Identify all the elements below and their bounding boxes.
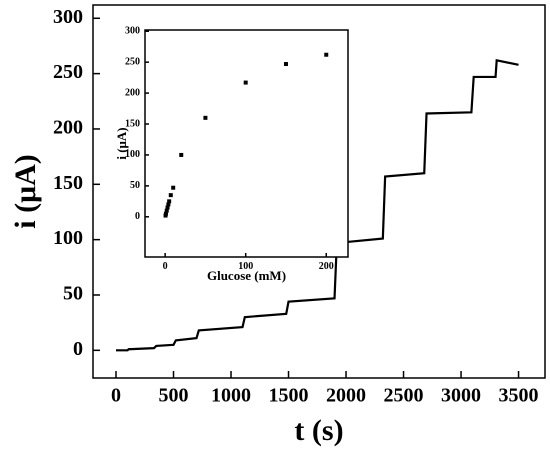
data-point [167,199,172,204]
y-tick-label: 0 [135,211,140,222]
y-tick-label: 300 [53,6,83,28]
y-axis-title: i (μA) [114,127,129,159]
x-tick-label: 0 [163,261,168,272]
x-tick-label: 1500 [269,385,309,407]
data-point [166,202,171,207]
x-tick-label: 3000 [441,385,481,407]
data-line [116,59,519,352]
data-point [168,193,173,198]
x-tick-label: 3500 [499,385,539,407]
y-tick-label: 50 [130,180,140,191]
data-point [203,115,208,120]
y-tick-label: 200 [53,117,83,139]
data-point [324,52,329,57]
y-axis-title: i (μA) [9,154,42,229]
y-tick-label: 250 [125,56,140,67]
x-tick-label: 2000 [326,385,366,407]
y-tick-label: 200 [125,87,140,98]
x-tick-label: 500 [159,385,189,407]
x-tick-label: 200 [319,261,334,272]
x-tick-label: 100 [238,261,253,272]
data-point [179,152,184,157]
x-tick-label: 1000 [211,385,251,407]
y-tick-label: 0 [73,338,83,360]
x-axis-title: t (s) [294,414,343,447]
y-tick-label: 100 [125,149,140,160]
x-axis-title: Glucose (mM) [207,268,286,283]
data-point [283,62,288,67]
y-tick-label: 250 [53,61,83,83]
x-tick-label: 2500 [384,385,424,407]
x-tick-label: 0 [111,385,121,407]
y-tick-label: 100 [53,227,83,249]
y-tick-label: 50 [63,283,83,305]
data-point [165,205,170,210]
data-point [171,185,176,190]
data-point [164,208,169,213]
data-point [243,80,248,85]
y-tick-label: 150 [53,172,83,194]
plot-frame [92,4,546,379]
y-tick-label: 300 [125,26,140,37]
y-tick-label: 150 [125,118,140,129]
plot-frame [144,29,349,258]
data-point [163,211,168,216]
